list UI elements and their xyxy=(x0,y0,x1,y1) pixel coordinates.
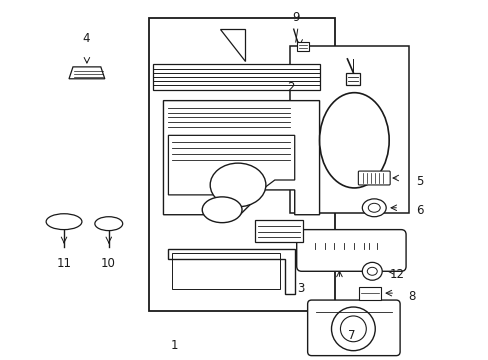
FancyBboxPatch shape xyxy=(358,171,389,185)
Polygon shape xyxy=(163,100,319,215)
Bar xyxy=(152,64,319,90)
Bar xyxy=(254,220,302,242)
Ellipse shape xyxy=(210,163,265,207)
Polygon shape xyxy=(220,29,244,61)
Ellipse shape xyxy=(366,267,376,275)
Bar xyxy=(148,18,335,311)
Ellipse shape xyxy=(95,217,122,231)
Ellipse shape xyxy=(362,262,382,280)
Text: 6: 6 xyxy=(415,204,423,217)
Ellipse shape xyxy=(319,93,388,188)
Text: 8: 8 xyxy=(407,289,415,303)
Bar xyxy=(359,287,381,300)
Text: 3: 3 xyxy=(296,283,304,296)
Text: 5: 5 xyxy=(415,175,422,188)
Bar xyxy=(346,73,360,85)
Ellipse shape xyxy=(331,307,374,351)
Bar xyxy=(289,46,408,213)
Ellipse shape xyxy=(367,203,380,212)
Text: 10: 10 xyxy=(101,257,116,270)
Polygon shape xyxy=(168,135,294,195)
Ellipse shape xyxy=(202,197,242,223)
Text: 1: 1 xyxy=(170,338,177,351)
Text: 4: 4 xyxy=(82,32,90,45)
FancyBboxPatch shape xyxy=(307,300,399,356)
Text: 11: 11 xyxy=(57,257,72,270)
Ellipse shape xyxy=(46,214,82,230)
Text: 7: 7 xyxy=(347,329,354,342)
Polygon shape xyxy=(168,249,294,294)
Bar xyxy=(172,253,279,289)
Ellipse shape xyxy=(340,316,366,342)
Text: 2: 2 xyxy=(286,81,294,94)
Bar xyxy=(296,42,308,51)
Ellipse shape xyxy=(362,199,386,217)
FancyBboxPatch shape xyxy=(296,230,405,271)
Text: 9: 9 xyxy=(291,11,299,24)
Text: 12: 12 xyxy=(389,268,405,281)
Polygon shape xyxy=(69,67,104,79)
